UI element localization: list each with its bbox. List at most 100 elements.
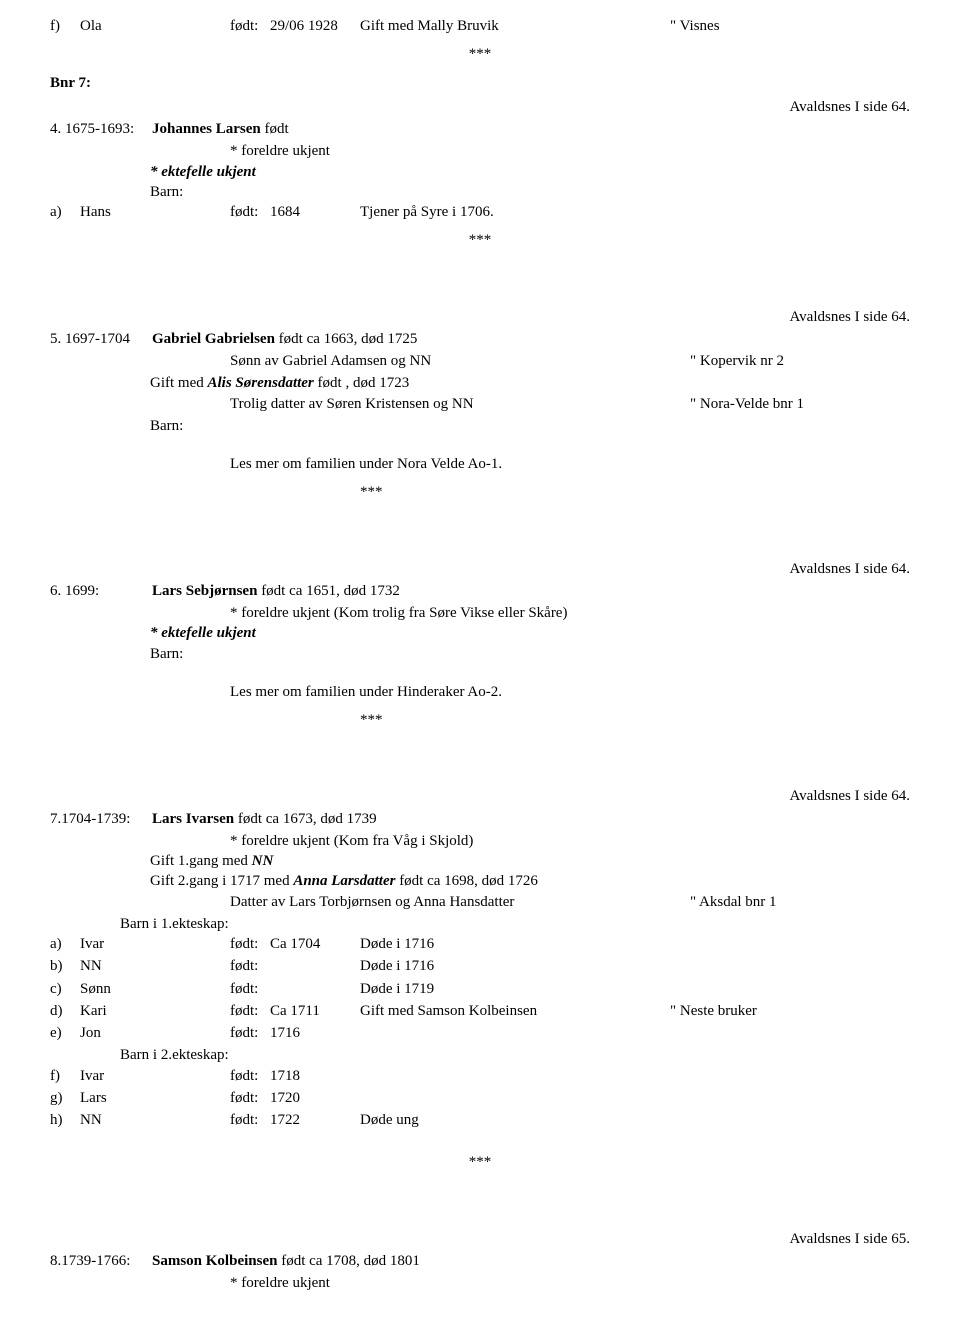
row-fodt-value <box>270 956 360 976</box>
line-prefix: Gift med <box>150 375 208 391</box>
child-row: c) Sønn født: Døde i 1719 <box>50 979 910 999</box>
row-name: Lars <box>80 1088 230 1108</box>
child-row: h) NN født: 1722 Døde ung <box>50 1110 910 1130</box>
source-reference: Avaldsnes I side 64. <box>50 559 910 579</box>
row-fodt-value: 29/06 1928 <box>270 16 360 36</box>
row-name: NN <box>80 1110 230 1130</box>
child-row: g) Lars født: 1720 <box>50 1088 910 1108</box>
entry-detail: Trolig datter av Søren Kristensen og NN <box>50 394 690 414</box>
entry-period: 7.1704-1739: <box>50 809 152 829</box>
source-reference: Avaldsnes I side 64. <box>50 307 910 327</box>
entry-5-barn-label: Barn: <box>50 416 910 436</box>
row-fodt-value: 1718 <box>270 1066 360 1086</box>
row-note: Tjener på Syre i 1706. <box>360 202 670 222</box>
row-name: Ola <box>80 16 230 36</box>
row-index: b) <box>50 956 80 976</box>
entry-7-gift2-detail: Datter av Lars Torbjørnsen og Anna Hansd… <box>50 892 910 912</box>
row-fodt-value: 1720 <box>270 1088 360 1108</box>
row-name: Ivar <box>80 934 230 954</box>
row-index: g) <box>50 1088 80 1108</box>
row-note <box>360 1066 670 1086</box>
entry-6-parents: * foreldre ukjent (Kom trolig fra Søre V… <box>50 603 910 623</box>
entry-7-header: 7.1704-1739: Lars Ivarsen født ca 1673, … <box>50 809 910 829</box>
entry-name: Samson Kolbeinsen <box>152 1253 277 1269</box>
child-row: d) Kari født: Ca 1711 Gift med Samson Ko… <box>50 1001 910 1021</box>
entry-reference: " Nora-Velde bnr 1 <box>690 394 910 414</box>
entry-5-line3: Gift med Alis Sørensdatter født , død 17… <box>50 373 910 393</box>
entry-6-barn-label: Barn: <box>50 644 910 664</box>
entry-name: Lars Sebjørnsen <box>152 583 257 599</box>
section-heading-bnr7: Bnr 7: <box>50 73 910 93</box>
row-name: NN <box>80 956 230 976</box>
entry-period: 6. 1699: <box>50 581 152 601</box>
entry-name-line: Johannes Larsen født <box>152 119 289 139</box>
spouse-name: Alis Sørensdatter <box>208 375 314 391</box>
entry-5-line4: Trolig datter av Søren Kristensen og NN … <box>50 394 910 414</box>
row-note: Døde i 1719 <box>360 979 670 999</box>
row-fodt-label: født: <box>230 934 270 954</box>
row-fodt-label: født: <box>230 1088 270 1108</box>
row-fodt-label: født: <box>230 1023 270 1043</box>
row-fodt-value: 1684 <box>270 202 360 222</box>
row-fodt-value: 1722 <box>270 1110 360 1130</box>
line-suffix: født , død 1723 <box>314 375 409 391</box>
entry-4-parents: * foreldre ukjent <box>50 141 910 161</box>
row-note: Døde i 1716 <box>360 934 670 954</box>
row-note: Døde i 1716 <box>360 956 670 976</box>
row-note: Gift med Samson Kolbeinsen <box>360 1001 670 1021</box>
entry-7-barn2-label: Barn i 2.ekteskap: <box>50 1045 910 1065</box>
entry-detail: Datter av Lars Torbjørnsen og Anna Hansd… <box>50 892 690 912</box>
entry-name-line: Lars Sebjørnsen født ca 1651, død 1732 <box>152 581 400 601</box>
row-fodt-label: født: <box>230 956 270 976</box>
entry-name-suffix: født ca 1673, død 1739 <box>234 811 376 827</box>
row-reference: " Visnes <box>670 16 910 36</box>
row-fodt-label: født: <box>230 979 270 999</box>
row-index: e) <box>50 1023 80 1043</box>
row-index: a) <box>50 934 80 954</box>
source-reference: Avaldsnes I side 64. <box>50 97 910 117</box>
source-reference: Avaldsnes I side 65. <box>50 1229 910 1249</box>
row-fodt-label: født: <box>230 1066 270 1086</box>
row-reference <box>670 1023 910 1043</box>
separator: *** <box>50 44 910 64</box>
row-name: Kari <box>80 1001 230 1021</box>
source-reference: Avaldsnes I side 64. <box>50 786 910 806</box>
child-row: e) Jon født: 1716 <box>50 1023 910 1043</box>
entry-7-gift1: Gift 1.gang med NN <box>50 851 910 871</box>
entry-7-barn1-label: Barn i 1.ekteskap: <box>50 914 910 934</box>
row-reference <box>670 1066 910 1086</box>
row-fodt-label: født: <box>230 1110 270 1130</box>
separator: *** <box>50 1152 910 1172</box>
entry-5-les-mer: Les mer om familien under Nora Velde Ao-… <box>50 454 910 474</box>
row-fodt-value: 1716 <box>270 1023 360 1043</box>
entry-name-line: Lars Ivarsen født ca 1673, død 1739 <box>152 809 377 829</box>
child-row: a) Ivar født: Ca 1704 Døde i 1716 <box>50 934 910 954</box>
entry-period: 5. 1697-1704 <box>50 329 152 349</box>
entry-8-parents: * foreldre ukjent <box>50 1273 910 1293</box>
row-reference <box>670 934 910 954</box>
entry-name-suffix: født ca 1651, død 1732 <box>257 583 399 599</box>
entry-name-line: Samson Kolbeinsen født ca 1708, død 1801 <box>152 1251 420 1271</box>
child-row-a: a) Hans født: 1684 Tjener på Syre i 1706… <box>50 202 910 222</box>
row-index: f) <box>50 16 80 36</box>
row-index: h) <box>50 1110 80 1130</box>
line-suffix: født ca 1698, død 1726 <box>395 873 537 889</box>
entry-name: Lars Ivarsen <box>152 811 234 827</box>
entry-4-barn-label: Barn: <box>50 182 910 202</box>
line-prefix: Gift 2.gang i 1717 med <box>150 873 293 889</box>
spouse-name: Anna Larsdatter <box>293 873 395 889</box>
entry-reference: " Aksdal bnr 1 <box>690 892 910 912</box>
child-row: b) NN født: Døde i 1716 <box>50 956 910 976</box>
child-row-f: f) Ola født: 29/06 1928 Gift med Mally B… <box>50 16 910 36</box>
row-fodt-value <box>270 979 360 999</box>
row-index: f) <box>50 1066 80 1086</box>
row-note <box>360 1023 670 1043</box>
entry-period: 8.1739-1766: <box>50 1251 152 1271</box>
entry-6-spouse: * ektefelle ukjent <box>50 623 910 643</box>
entry-name: Johannes Larsen <box>152 121 261 137</box>
entry-8-header: 8.1739-1766: Samson Kolbeinsen født ca 1… <box>50 1251 910 1271</box>
row-fodt-label: født: <box>230 1001 270 1021</box>
row-note: Døde ung <box>360 1110 670 1130</box>
row-note: Gift med Mally Bruvik <box>360 16 670 36</box>
spouse-name: NN <box>252 853 274 869</box>
